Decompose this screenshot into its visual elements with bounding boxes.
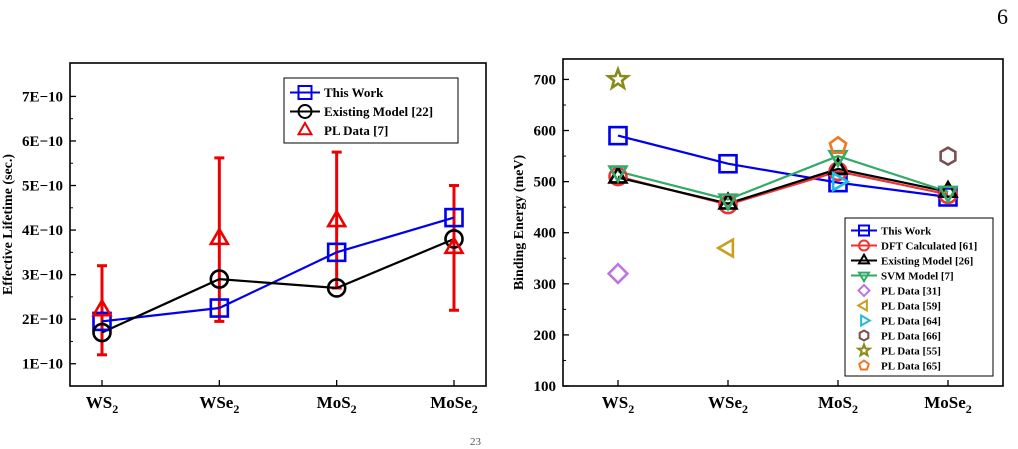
right-legend-marker <box>858 239 870 252</box>
right-x-tick-label: MoSe2 <box>924 393 972 416</box>
right-legend-label: SVM Model [7] <box>881 270 954 282</box>
right-point-pl-data-66 <box>939 146 957 167</box>
right-point-svm-model-7 <box>717 193 739 212</box>
left-legend-marker <box>296 121 314 136</box>
left-x-tick-label: WSe2 <box>199 393 239 416</box>
right-legend-label: Existing Model [26] <box>881 255 973 267</box>
left-point-pl-data-7 <box>91 297 113 317</box>
right-legend-label: This Work <box>881 225 932 237</box>
right-point-svm-model-7 <box>827 149 849 169</box>
right-legend-label: PL Data [55] <box>881 345 941 357</box>
right-point-pl-data-55 <box>604 65 632 91</box>
left-point-this-work <box>209 298 230 318</box>
right-y-tick-label: 500 <box>534 175 557 191</box>
right-point-pl-data-59 <box>715 237 735 259</box>
right-point-pl-data-64 <box>831 170 851 193</box>
right-y-axis-title: Binding Energy (meV) <box>512 154 527 290</box>
right-y-tick-label: 100 <box>534 379 557 395</box>
right-x-tick-label: WS2 <box>602 393 634 416</box>
right-y-tick-label: 700 <box>534 72 557 88</box>
left-legend-marker <box>297 85 313 100</box>
left-y-axis-title: Effective Lifetime (sec.) <box>1 154 16 295</box>
left-x-tick-label: WS2 <box>86 393 118 416</box>
left-point-existing-model-22 <box>444 229 464 249</box>
left-legend-label: PL Data [7] <box>324 123 388 138</box>
right-legend-marker <box>855 341 873 358</box>
right-point-existing-model-26 <box>827 156 849 176</box>
right-y-tick-label: 200 <box>534 328 557 344</box>
right-legend-marker <box>858 359 870 371</box>
footer-reference: 23 <box>470 436 481 448</box>
right-point-existing-model-26 <box>937 179 959 199</box>
left-point-this-work <box>444 207 464 228</box>
right-legend-marker <box>856 298 868 313</box>
left-y-tick-label: 3E−10 <box>22 268 63 284</box>
left-point-pl-data-7 <box>443 235 465 255</box>
left-y-tick-label: 7E−10 <box>22 89 63 105</box>
left-y-tick-label: 4E−10 <box>22 223 63 239</box>
left-legend-label: Existing Model [22] <box>324 104 433 119</box>
page-number: 6 <box>997 4 1008 29</box>
left-point-existing-model-22 <box>92 322 112 343</box>
left-plot-frame <box>69 62 487 387</box>
right-series-line-this-work <box>617 134 949 199</box>
right-legend-marker <box>858 329 870 342</box>
left-y-tick-label: 5E−10 <box>22 179 63 195</box>
right-plot-frame <box>562 58 1004 387</box>
right-y-tick-label: 300 <box>534 277 557 293</box>
left-point-pl-data-7 <box>325 208 348 228</box>
left-legend-marker <box>297 104 313 119</box>
left-point-this-work <box>326 242 347 263</box>
right-legend-label: DFT Calculated [61] <box>881 240 977 252</box>
left-series-line-existing-model-22 <box>101 237 455 334</box>
right-legend-marker <box>858 224 870 237</box>
right-point-this-work <box>718 153 738 174</box>
right-point-svm-model-7 <box>937 185 959 205</box>
right-legend-label: PL Data [31] <box>881 285 941 297</box>
right-series-line-svm-model-7 <box>617 154 949 201</box>
right-point-this-work <box>608 125 628 146</box>
left-point-pl-data-7 <box>208 226 231 246</box>
right-x-tick-label: MoS2 <box>818 393 858 416</box>
right-legend-label: PL Data [64] <box>881 315 941 327</box>
right-x-tick-label: WSe2 <box>708 393 748 416</box>
right-series-line-existing-model-26 <box>617 167 949 205</box>
left-point-existing-model-22 <box>209 269 230 289</box>
left-y-tick-label: 2E−10 <box>22 312 63 328</box>
left-point-this-work <box>92 311 112 332</box>
right-point-svm-model-7 <box>607 165 629 184</box>
right-y-tick-label: 400 <box>534 226 557 242</box>
left-x-tick-label: MoSe2 <box>430 393 478 416</box>
right-legend-marker <box>857 252 871 265</box>
right-y-tick-label: 600 <box>534 124 557 140</box>
right-legend-label: PL Data [65] <box>881 360 941 372</box>
right-legend-marker <box>857 271 871 284</box>
left-legend-label: This Work <box>324 85 384 100</box>
left-y-tick-label: 6E−10 <box>22 134 63 150</box>
left-y-tick-label: 1E−10 <box>22 357 63 373</box>
right-legend-marker <box>860 313 872 328</box>
left-x-tick-label: MoS2 <box>317 393 357 416</box>
left-point-existing-model-22 <box>326 278 347 298</box>
right-legend-marker <box>857 283 871 298</box>
right-point-pl-data-31 <box>606 262 630 285</box>
right-legend-label: PL Data [59] <box>881 300 941 312</box>
right-point-pl-data-65 <box>828 135 848 155</box>
right-legend-label: PL Data [66] <box>881 330 941 342</box>
left-series-line-this-work <box>101 216 455 323</box>
